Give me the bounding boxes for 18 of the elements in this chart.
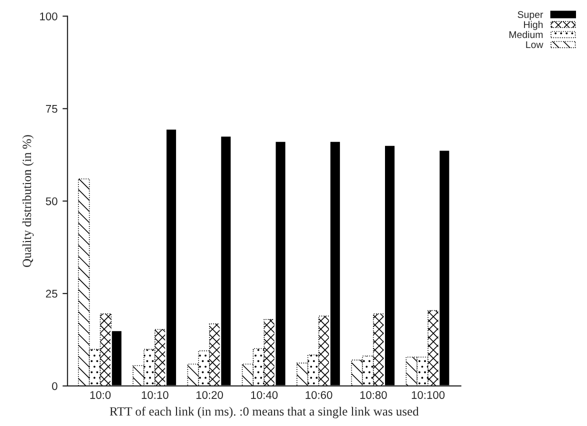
x-tick-label: 10:60	[306, 391, 332, 399]
y-tick-label: 75	[46, 105, 58, 113]
x-tick-label: 10:20	[196, 391, 223, 399]
x-tick-label: 10:40	[251, 391, 278, 399]
x-tick-label: 10:100	[412, 391, 445, 399]
x-tick-label: 10:0	[90, 391, 111, 399]
legend-label: Super	[518, 11, 544, 20]
y-tick-label: 50	[46, 197, 58, 206]
y-tick-label: 25	[46, 290, 58, 298]
legend-label: High	[524, 20, 543, 30]
x-tick-label: 10:10	[142, 391, 168, 399]
x-axis-title: RTT of each link (in ms). :0 means that a single link was used	[110, 406, 419, 418]
x-tick-label: 10:80	[360, 391, 387, 399]
legend-label: Low	[526, 41, 544, 48]
y-tick-label: 0	[52, 382, 58, 390]
y-axis-title: Quality distribution (in %)	[22, 135, 34, 268]
y-tick-label: 100	[40, 12, 58, 20]
legend-label: Medium	[509, 30, 543, 38]
